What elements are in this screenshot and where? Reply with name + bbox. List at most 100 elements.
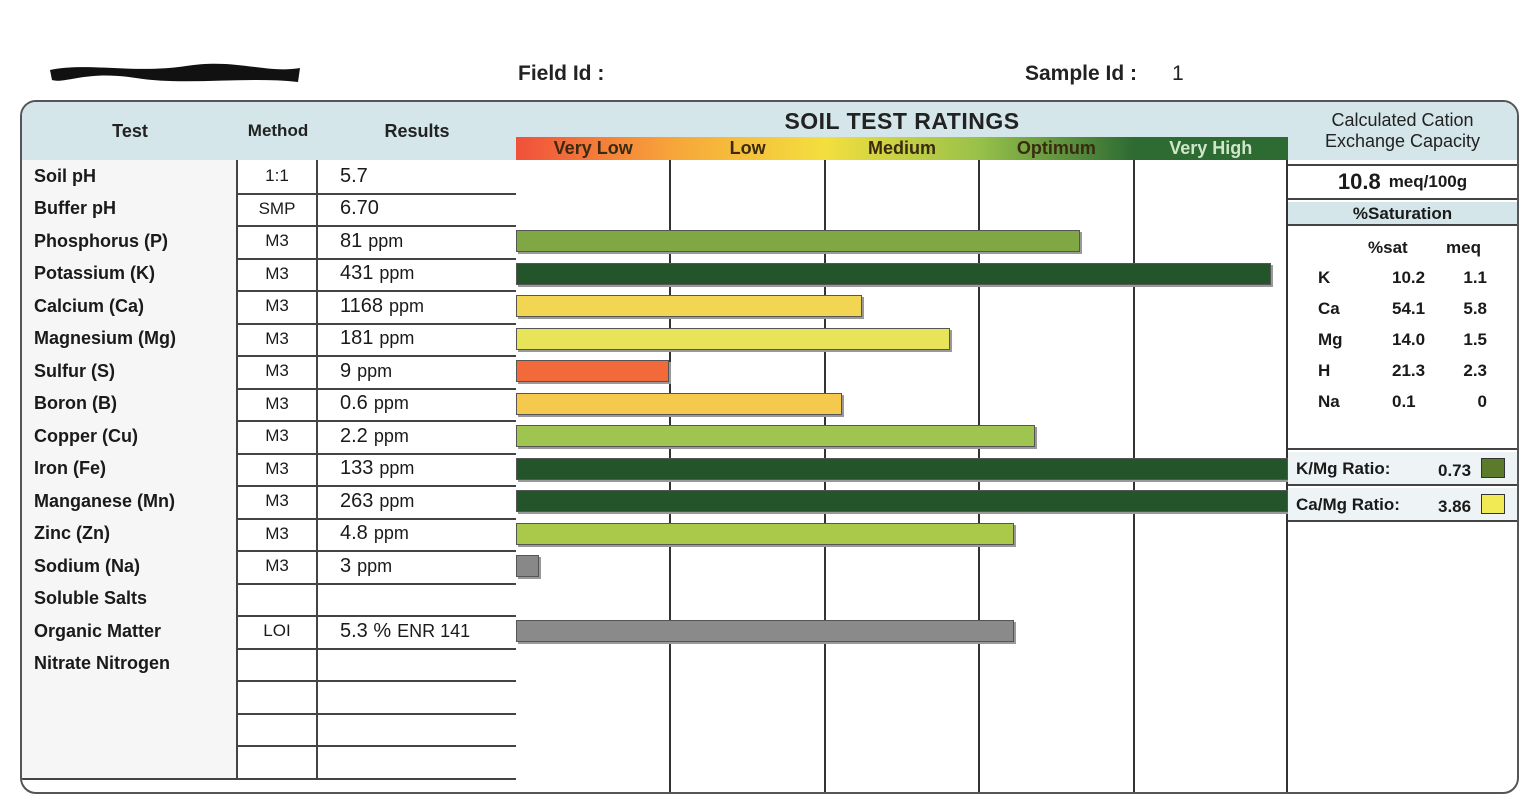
- ratio-row: Ca/Mg Ratio: 3.86: [1288, 488, 1517, 522]
- rating-bar-manganese-mn: [516, 490, 1288, 513]
- grid-tick: [1132, 742, 1135, 748]
- test-method: M3: [238, 290, 318, 323]
- result-unit: ppm: [368, 230, 404, 251]
- saturation-title: %Saturation: [1288, 202, 1517, 226]
- test-method: M3: [238, 517, 318, 550]
- test-result: 181 ppm: [318, 323, 514, 356]
- test-name: Magnesium (Mg): [22, 322, 238, 355]
- result-value: 5.7: [340, 164, 368, 187]
- test-result: [318, 745, 514, 778]
- test-result: [318, 713, 514, 746]
- result-unit: ppm: [373, 425, 409, 446]
- saturation-table: %sat meq K 10.2 1.1 Ca 54.1 5.8 Mg 14.0 1.5 H 21.3…: [1288, 228, 1517, 450]
- test-result: 3 ppm: [318, 550, 514, 583]
- test-result: [318, 648, 514, 681]
- grid-tick: [1132, 612, 1135, 618]
- cec-number: 10.8: [1337, 169, 1381, 194]
- cec-value: 10.8 meq/100g: [1288, 164, 1517, 200]
- result-unit: ppm: [373, 393, 409, 414]
- sat-value: 0.1: [1392, 392, 1416, 411]
- grid-tick: [1132, 579, 1135, 586]
- grid-tick: [669, 222, 672, 228]
- test-result: 5.3 % ENR 141: [318, 615, 514, 648]
- grid-tick: [1132, 319, 1135, 326]
- ratings-header: SOIL TEST RATINGS Very Low Low Medium Optim…: [516, 102, 1290, 160]
- rating-bar-sodium-na: [516, 555, 540, 578]
- table-row: Soil pH 1:1 5.7: [22, 160, 516, 195]
- grid-tick: [669, 384, 672, 391]
- result-value: 81: [340, 229, 363, 252]
- table-row: Organic Matter LOI 5.3 % ENR 141: [22, 615, 516, 650]
- test-result: 6.70: [318, 193, 514, 226]
- table-row: Zinc (Zn) M3 4.8 ppm: [22, 517, 516, 552]
- saturation-row: Na 0.1 0: [1288, 388, 1517, 418]
- test-name: Manganese (Mn): [22, 485, 238, 518]
- grid-tick: [1132, 384, 1135, 391]
- method-column-header: Method: [238, 102, 320, 160]
- ion: Mg: [1318, 330, 1343, 349]
- grid-tick: [978, 774, 981, 781]
- grid-tick: [669, 287, 672, 293]
- scale-medium: Medium: [824, 137, 980, 160]
- result-value: 3: [340, 554, 352, 577]
- grid-tick: [823, 352, 826, 358]
- ion: K: [1318, 268, 1331, 287]
- grid-tick: [669, 774, 672, 781]
- test-method: [238, 680, 318, 713]
- grid-tick: [978, 742, 981, 748]
- result-unit: ppm: [357, 360, 393, 381]
- scale-optimum: Optimum: [979, 137, 1134, 160]
- saturation-row: Mg 14.0 1.5: [1288, 326, 1517, 356]
- grid-tick: [823, 514, 826, 521]
- sat-col-header: %sat: [1368, 238, 1408, 257]
- test-method: M3: [238, 355, 318, 388]
- rating-bar-organic-matter: [516, 620, 1014, 643]
- grid-tick: [1132, 254, 1135, 261]
- result-value: 2.2: [340, 424, 368, 447]
- grid-tick: [669, 677, 672, 683]
- test-name: Phosphorus (P): [22, 225, 238, 258]
- grid-tick: [669, 319, 672, 326]
- grid-tick: [669, 612, 672, 618]
- sat-value: 21.3: [1392, 361, 1426, 380]
- table-row: [22, 680, 516, 715]
- table-row: Manganese (Mn) M3 263 ppm: [22, 485, 516, 520]
- result-unit: ppm: [379, 328, 415, 349]
- test-method: M3: [238, 387, 318, 420]
- sat-value: 54.1: [1392, 299, 1426, 318]
- grid-tick: [823, 449, 826, 456]
- ratio-label: Ca/Mg Ratio:: [1296, 495, 1400, 514]
- table-row: Soluble Salts: [22, 582, 516, 617]
- grid-tick: [669, 449, 672, 456]
- rating-bar-boron-b: [516, 392, 842, 415]
- grid-tick: [823, 677, 826, 683]
- grid-tick: [1132, 644, 1135, 651]
- grid-tick: [669, 189, 672, 196]
- grid-tick: [823, 612, 826, 618]
- grid-tick: [823, 482, 826, 488]
- test-result: 81 ppm: [318, 225, 514, 258]
- grid-tick: [1132, 709, 1135, 716]
- redacted-header-text: [46, 60, 304, 86]
- cec-panel: Calculated Cation Exchange Capacity 10.8…: [1288, 102, 1517, 792]
- saturation-row: Ca 54.1 5.8: [1288, 295, 1517, 325]
- result-unit: ppm: [379, 490, 415, 511]
- meq-col-header: meq: [1446, 238, 1481, 257]
- table-row: [22, 712, 516, 747]
- test-name: Iron (Fe): [22, 452, 238, 485]
- ion: H: [1318, 361, 1331, 380]
- scale-very-high: Very High: [1133, 137, 1288, 160]
- cec-title-line1: Calculated Cation: [1331, 110, 1474, 130]
- grid-tick: [823, 287, 826, 293]
- test-column-header: Test: [22, 102, 240, 160]
- rating-bar-iron-fe: [516, 457, 1288, 480]
- result-unit: ENR 141: [397, 620, 471, 641]
- rating-bar-sulfur-s: [516, 360, 669, 383]
- scale-very-low: Very Low: [516, 137, 671, 160]
- test-method: M3: [238, 550, 318, 583]
- test-method: [238, 647, 318, 680]
- test-name: Calcium (Ca): [22, 290, 238, 323]
- sample-id-value: 1: [1172, 62, 1184, 85]
- grid-tick: [978, 384, 981, 391]
- test-method: M3: [238, 420, 318, 453]
